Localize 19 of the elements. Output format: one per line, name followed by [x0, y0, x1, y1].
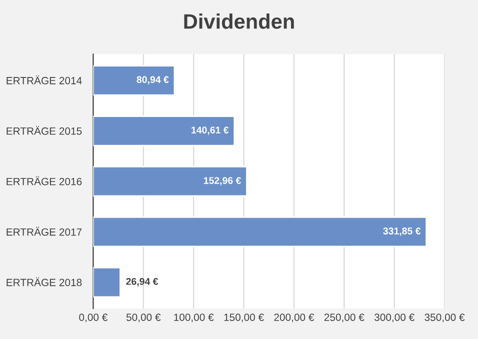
y-tick-label: ERTRÄGE 2014	[6, 75, 82, 84]
data-label: 26,94 €	[126, 278, 158, 286]
y-tick-label: ERTRÄGE 2018	[6, 277, 82, 286]
x-tick-label: 300,00 €	[374, 314, 414, 322]
x-tick-label: 150,00 €	[224, 314, 264, 322]
data-label: 80,94 €	[136, 76, 169, 84]
data-label: 152,96 €	[204, 177, 242, 186]
x-tick-label: 0,00 €	[79, 314, 108, 322]
x-tick-label: 50,00 €	[126, 314, 161, 322]
data-label: 140,61 €	[192, 126, 229, 135]
y-tick-label: ERTRÄGE 2015	[6, 126, 82, 135]
data-label: 331,85 €	[383, 228, 421, 236]
x-tick-label: 350,00 €	[424, 314, 465, 322]
y-tick-label: ERTRÄGE 2017	[6, 226, 82, 236]
x-tick-label: 200,00 €	[274, 314, 314, 322]
y-tick-label: ERTRÄGE 2016	[6, 176, 82, 186]
x-tick-label: 250,00 €	[324, 314, 364, 322]
x-tick-label: 100,00 €	[174, 314, 214, 322]
chart-title: Dividenden	[184, 14, 294, 29]
